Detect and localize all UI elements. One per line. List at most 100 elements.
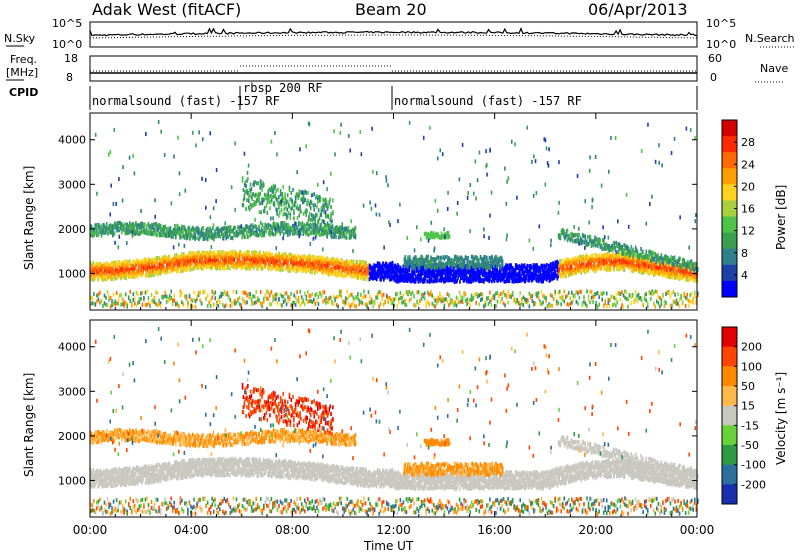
power-cell — [341, 268, 343, 273]
power-cell — [296, 268, 298, 273]
nsky-frame — [89, 21, 698, 48]
power-cell — [230, 250, 233, 255]
power-cell — [344, 268, 346, 273]
power-cell — [141, 262, 143, 267]
power-cell — [323, 257, 326, 262]
power-cell — [180, 230, 182, 235]
power-cell — [146, 272, 149, 277]
power-cell — [182, 257, 184, 262]
power-cell — [295, 256, 297, 261]
power-cell — [393, 264, 396, 269]
power-cell — [201, 258, 204, 263]
power-cell — [386, 270, 389, 275]
power-cell — [276, 261, 279, 266]
power-cell — [491, 276, 494, 281]
power-cell — [653, 263, 656, 268]
power-cell — [506, 269, 508, 274]
power-cell — [362, 261, 365, 266]
power-cell — [235, 265, 237, 270]
power-cell — [309, 269, 312, 274]
power-cell — [355, 259, 358, 264]
power-cell — [369, 272, 372, 277]
power-cell — [92, 260, 95, 265]
power-cell — [465, 271, 467, 276]
power-cell — [250, 261, 252, 266]
power-cell — [492, 270, 495, 275]
power-cell — [270, 257, 273, 262]
power-cell — [457, 275, 459, 280]
power-cell — [487, 277, 490, 282]
power-cell — [166, 258, 168, 263]
power-cell — [455, 279, 458, 284]
power-cell — [282, 257, 285, 262]
power-cell — [336, 257, 338, 262]
power-cell — [320, 266, 322, 271]
power-cell — [205, 257, 208, 262]
power-cell — [146, 263, 149, 268]
power-cell — [508, 268, 511, 273]
power-cell — [281, 229, 283, 234]
power-cell — [290, 257, 293, 262]
power-cell — [264, 260, 266, 265]
power-cell — [478, 269, 481, 274]
power-cell — [275, 231, 277, 236]
power-cell — [245, 251, 248, 256]
power-cell — [383, 275, 385, 280]
power-cell — [359, 262, 362, 267]
power-cell — [520, 266, 522, 271]
power-cell — [430, 278, 433, 283]
power-cell — [181, 234, 183, 239]
power-cell — [398, 264, 400, 269]
power-cell — [453, 275, 456, 280]
power-cell — [292, 267, 295, 272]
power-cell — [194, 236, 197, 241]
power-cell — [400, 277, 403, 282]
power-cell — [305, 260, 308, 265]
power-cell — [385, 263, 388, 268]
power-cell — [512, 279, 514, 284]
power-cell — [371, 265, 374, 270]
power-cell — [361, 260, 364, 265]
power-cell — [508, 263, 511, 268]
power-cell — [176, 262, 179, 267]
power-cell — [202, 265, 205, 270]
power-cell — [221, 250, 224, 255]
power-cell — [251, 256, 254, 261]
power-cell — [105, 266, 108, 271]
power-cell — [511, 268, 513, 273]
power-cell — [508, 279, 511, 284]
power-cell — [552, 261, 555, 266]
power-cell — [110, 273, 112, 278]
power-cell — [291, 256, 294, 261]
power-cell — [316, 260, 319, 265]
power-cell — [150, 226, 152, 231]
power-cell — [228, 252, 230, 257]
power-cell — [342, 267, 344, 272]
power-cell — [274, 262, 276, 267]
power-cell — [131, 261, 134, 266]
power-cell — [328, 261, 330, 266]
power-cell — [522, 272, 525, 277]
power-cell — [213, 255, 216, 260]
power-cell — [257, 233, 259, 238]
power-cell — [305, 265, 308, 270]
power-cell — [305, 269, 307, 274]
power-cell — [178, 226, 181, 231]
power-cell — [355, 266, 358, 271]
power-cell — [331, 270, 334, 275]
power-cell — [413, 277, 416, 282]
power-cell — [158, 255, 160, 260]
power-cell — [505, 263, 507, 268]
power-cell — [352, 264, 355, 269]
power-cell — [267, 252, 269, 257]
power-cell — [325, 270, 328, 275]
power-cell — [484, 277, 487, 282]
power-cell — [163, 266, 166, 271]
power-cell — [417, 279, 420, 284]
power-cell — [151, 272, 153, 277]
power-cell — [503, 266, 505, 271]
power-cell — [119, 266, 121, 271]
power-cell — [98, 270, 101, 275]
power-cell — [93, 270, 96, 275]
power-cell — [298, 259, 301, 264]
